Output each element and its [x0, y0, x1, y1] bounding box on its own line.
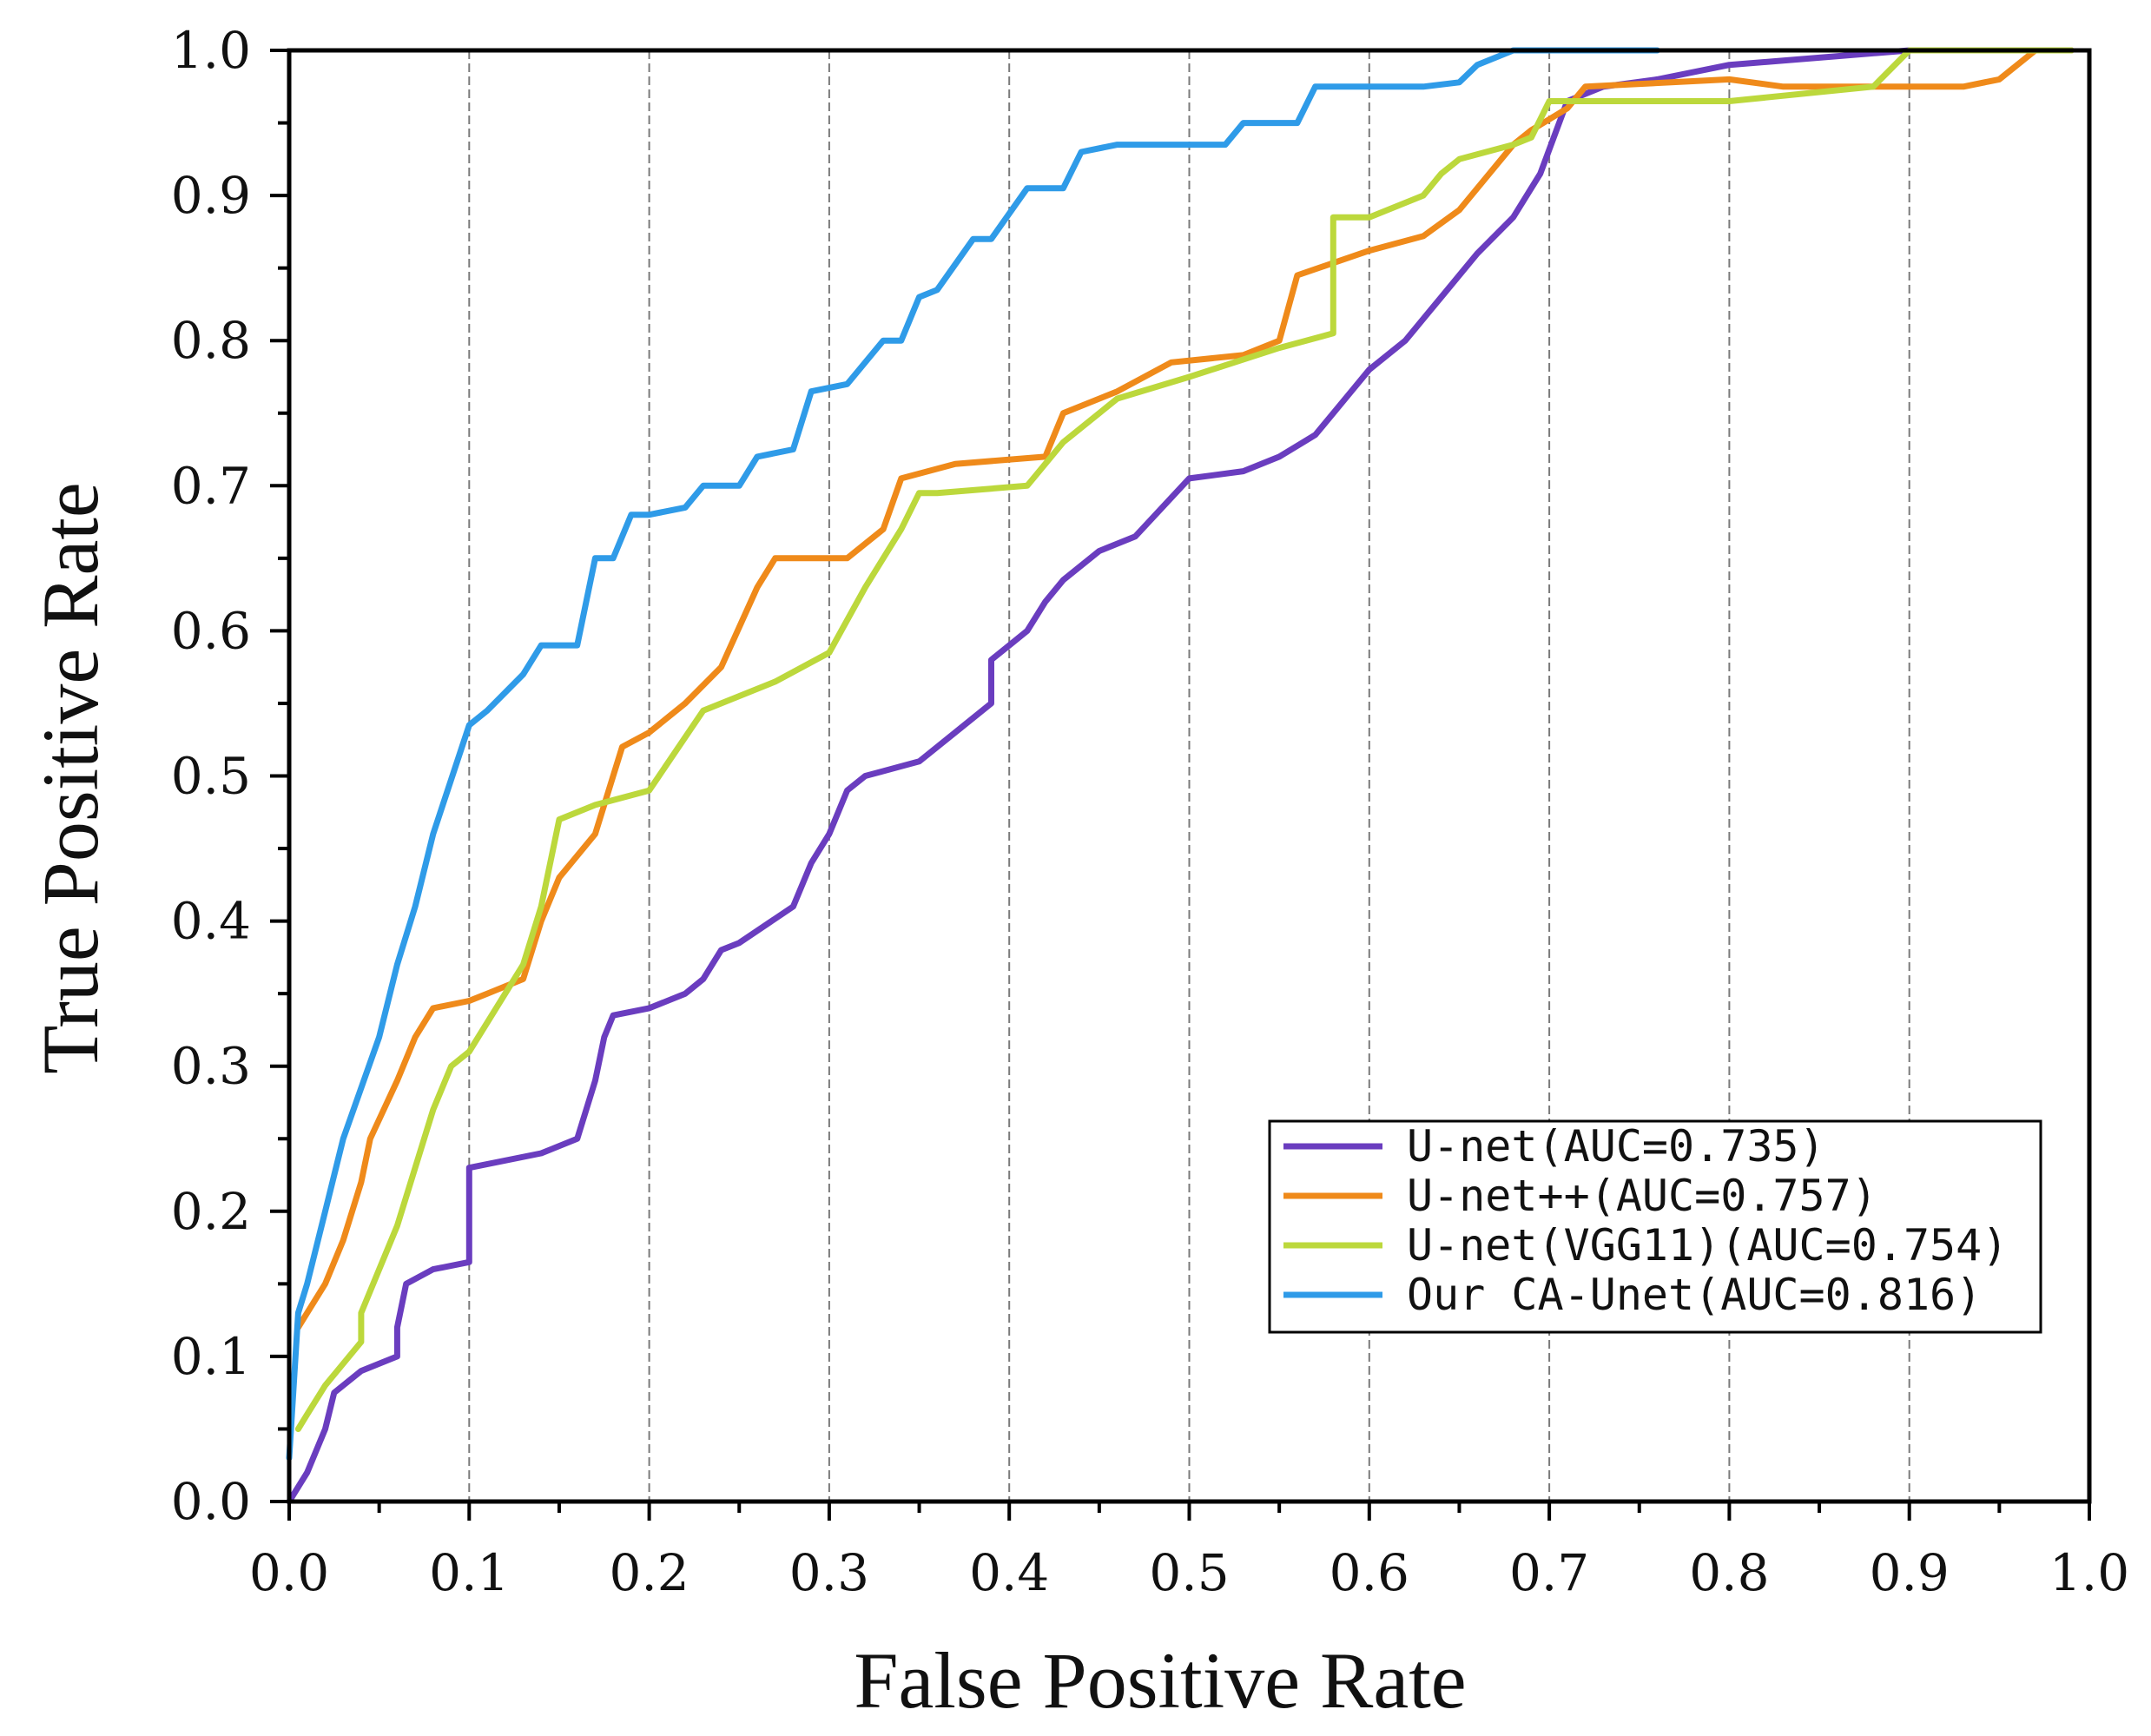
y-tick-label: 0.2 — [171, 1182, 251, 1241]
y-tick-label: 0.9 — [171, 166, 251, 225]
legend-label-u-net-auc-0-735: U-net(AUC=0.735) — [1407, 1121, 1825, 1172]
x-tick-label: 1.0 — [2049, 1543, 2129, 1602]
x-tick-label: 0.0 — [249, 1543, 329, 1602]
tick-layer — [270, 49, 2091, 1521]
legend-label-u-net-vgg11-auc-0-754: U-net(VGG11)(AUC=0.754) — [1407, 1220, 2008, 1271]
legend: U-net(AUC=0.735)U-net++(AUC=0.757)U-net(… — [1268, 1119, 2042, 1334]
y-tick-label: 0.1 — [171, 1327, 251, 1386]
series-line-our-ca-unet-auc-0-816 — [286, 47, 1660, 1462]
x-tick-label: 0.5 — [1149, 1543, 1229, 1602]
x-tick-label: 0.3 — [789, 1543, 869, 1602]
legend-frame — [1268, 1119, 2042, 1334]
y-tick-label: 0.4 — [171, 892, 251, 951]
y-tick-label: 0.6 — [171, 601, 251, 660]
series-line-u-net-vgg11-auc-0-754 — [294, 47, 2075, 1432]
y-tick-label: 0.7 — [171, 456, 251, 515]
y-tick-label: 0.5 — [171, 747, 251, 806]
x-tick-label: 0.7 — [1509, 1543, 1589, 1602]
grid-layer — [468, 50, 1910, 1502]
x-tick-label: 0.1 — [429, 1543, 509, 1602]
x-tick-label: 0.2 — [609, 1543, 689, 1602]
x-tick-label: 0.8 — [1689, 1543, 1769, 1602]
x-tick-label: 0.9 — [1870, 1543, 1950, 1602]
y-axis-title: True Positive Rate — [26, 482, 115, 1074]
legend-label-our-ca-unet-auc-0-816: Our CA-Unet(AUC=0.816) — [1407, 1270, 1982, 1320]
x-tick-label: 0.4 — [969, 1543, 1049, 1602]
series-line-u-net-auc-0-757 — [294, 47, 2075, 1330]
x-tick-label: 0.6 — [1330, 1543, 1409, 1602]
y-tick-label: 1.0 — [171, 21, 251, 80]
y-tick-label: 0.0 — [171, 1472, 251, 1531]
legend-label-u-net-auc-0-757: U-net++(AUC=0.757) — [1407, 1171, 1877, 1221]
label-layer: 0.0 0.1 0.2 0.3 0.4 0.5 0.6 0.7 0.8 0.9 1.0 0.0 0.1 0… — [171, 21, 2129, 1602]
x-axis-title: False Positive Rate — [854, 1636, 1466, 1725]
y-tick-label: 0.3 — [171, 1037, 251, 1096]
y-tick-label: 0.8 — [171, 311, 251, 370]
series-layer — [286, 47, 2075, 1505]
series-line-u-net-auc-0-735 — [286, 47, 2056, 1505]
